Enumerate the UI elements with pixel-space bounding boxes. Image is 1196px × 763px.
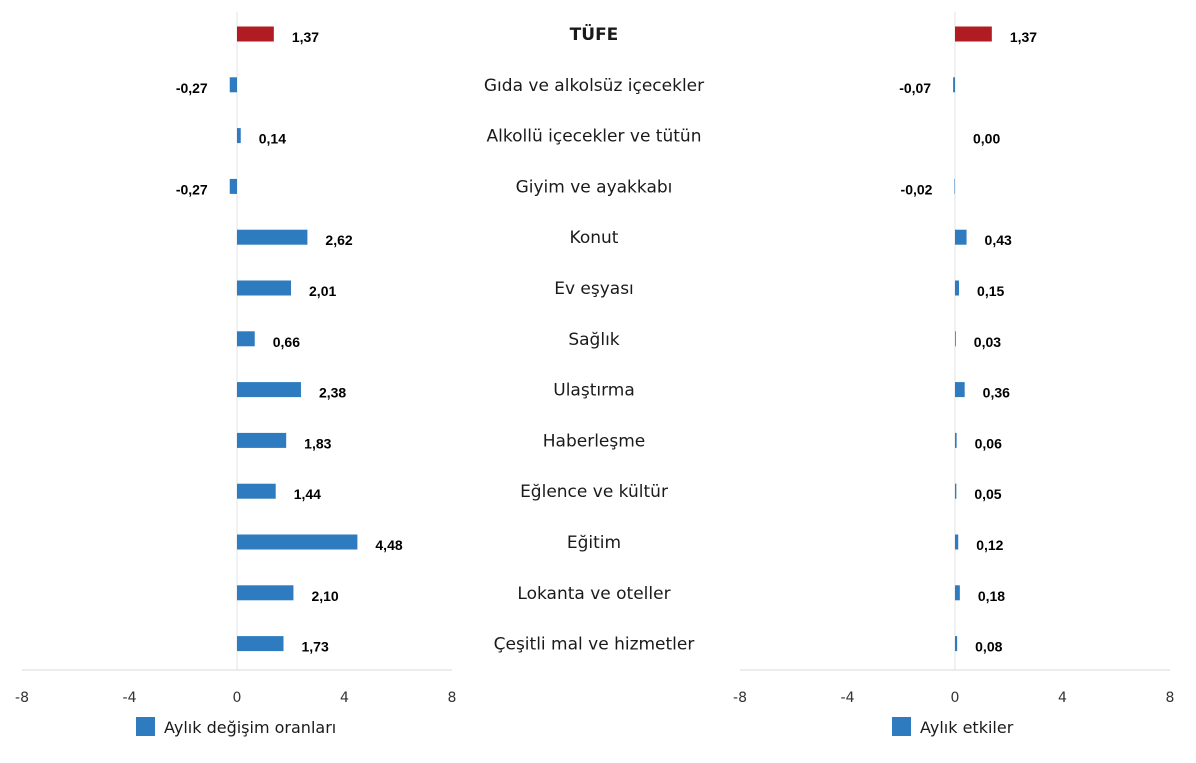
data-label: 0,06	[975, 435, 1002, 451]
data-label: 0,05	[974, 486, 1001, 502]
bar	[955, 534, 959, 550]
data-label: 2,10	[311, 588, 338, 604]
x-tick-label: -8	[15, 690, 29, 706]
bar	[955, 331, 956, 347]
category-label: Gıda ve alkolsüz içecekler	[484, 76, 704, 96]
chart-panel-1: -8 -4 0 4 8 1,37 -0,27 0,14 -0,27 2,62 2,01 0,66 2,3…	[15, 12, 456, 737]
data-label: 1,37	[292, 29, 319, 45]
x-tick-label: -4	[123, 690, 137, 706]
x-tick-label: -4	[841, 690, 855, 706]
category-label: Ev eşyası	[554, 279, 634, 299]
bar	[237, 26, 274, 42]
data-label: 0,18	[978, 588, 1005, 604]
data-label: 0,12	[976, 537, 1003, 553]
data-label: -0,27	[176, 181, 208, 197]
bar	[955, 280, 960, 296]
bar	[237, 382, 301, 398]
bar	[237, 483, 276, 499]
legend-swatch	[892, 717, 911, 736]
category-label: Eğitim	[567, 533, 621, 553]
bar	[237, 585, 294, 601]
legend-swatch	[136, 717, 155, 736]
data-label: 0,66	[273, 334, 300, 350]
bar	[237, 229, 308, 245]
bar	[237, 128, 241, 144]
category-label: Alkollü içecekler ve tütün	[487, 127, 702, 147]
bar	[237, 280, 292, 296]
x-tick-label: 4	[340, 690, 349, 706]
legend: Aylık etkiler	[892, 717, 1014, 737]
data-label: 0,15	[977, 283, 1004, 299]
legend: Aylık değişim oranları	[136, 717, 336, 737]
x-tick-label: 0	[233, 690, 242, 706]
category-label: Lokanta ve oteller	[517, 584, 670, 604]
bar	[237, 636, 284, 652]
data-label: 4,48	[375, 537, 402, 553]
bar	[955, 483, 957, 499]
bar	[237, 534, 358, 550]
data-label: 2,38	[319, 385, 346, 401]
category-label: Ulaştırma	[553, 381, 635, 401]
data-label: 0,43	[985, 232, 1012, 248]
bar	[955, 229, 967, 245]
data-label: 0,14	[259, 131, 286, 147]
legend-label: Aylık değişim oranları	[164, 718, 336, 737]
category-label: Giyim ve ayakkabı	[516, 177, 673, 197]
data-label: 0,00	[973, 131, 1000, 147]
bar	[237, 432, 287, 448]
bar	[955, 636, 958, 652]
bar	[237, 331, 255, 347]
x-tick-label: 0	[951, 690, 960, 706]
category-label: Konut	[570, 228, 619, 248]
category-label: TÜFE	[570, 23, 619, 45]
data-label: 1,44	[294, 486, 321, 502]
data-label: 0,36	[983, 385, 1010, 401]
data-label: 1,73	[301, 639, 328, 655]
x-tick-label: 8	[448, 690, 457, 706]
data-label: -0,02	[901, 181, 933, 197]
chart-panel-2: -8 -4 0 4 8 1,37 -0,07 0,00 -0,02 0,43 0,15 0,03 0,3…	[733, 12, 1174, 737]
data-label: 0,08	[975, 639, 1002, 655]
data-label: 1,37	[1010, 29, 1037, 45]
bar	[229, 178, 237, 194]
data-label: -0,27	[176, 80, 208, 96]
category-label: Çeşitli mal ve hizmetler	[494, 635, 695, 655]
data-label: 2,62	[325, 232, 352, 248]
category-label: Sağlık	[568, 330, 619, 350]
bar	[954, 178, 955, 194]
data-label: -0,07	[899, 80, 931, 96]
bar	[955, 432, 957, 448]
data-label: 1,83	[304, 435, 331, 451]
bar	[953, 77, 955, 93]
data-label: 0,03	[974, 334, 1001, 350]
category-label: Eğlence ve kültür	[520, 482, 668, 502]
category-label: Haberleşme	[543, 431, 646, 451]
bar	[955, 26, 992, 42]
bar	[229, 77, 237, 93]
legend-label: Aylık etkiler	[920, 718, 1014, 737]
bar	[955, 382, 965, 398]
bar	[955, 585, 960, 601]
data-label: 2,01	[309, 283, 336, 299]
x-tick-label: -8	[733, 690, 747, 706]
x-tick-label: 8	[1166, 690, 1175, 706]
x-tick-label: 4	[1058, 690, 1067, 706]
